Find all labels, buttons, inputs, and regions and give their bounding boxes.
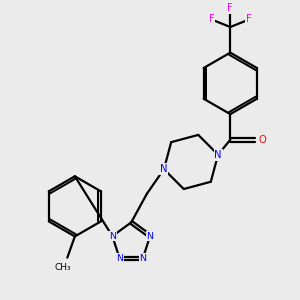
Text: N: N	[140, 254, 146, 263]
Text: F: F	[227, 3, 233, 13]
Text: F: F	[209, 14, 214, 25]
Text: N: N	[160, 164, 168, 174]
Text: N: N	[147, 232, 154, 241]
Text: N: N	[214, 150, 222, 160]
Text: O: O	[259, 135, 266, 145]
Text: N: N	[116, 254, 123, 263]
Text: F: F	[246, 14, 252, 25]
Text: CH₃: CH₃	[55, 263, 71, 272]
Text: N: N	[109, 232, 116, 241]
